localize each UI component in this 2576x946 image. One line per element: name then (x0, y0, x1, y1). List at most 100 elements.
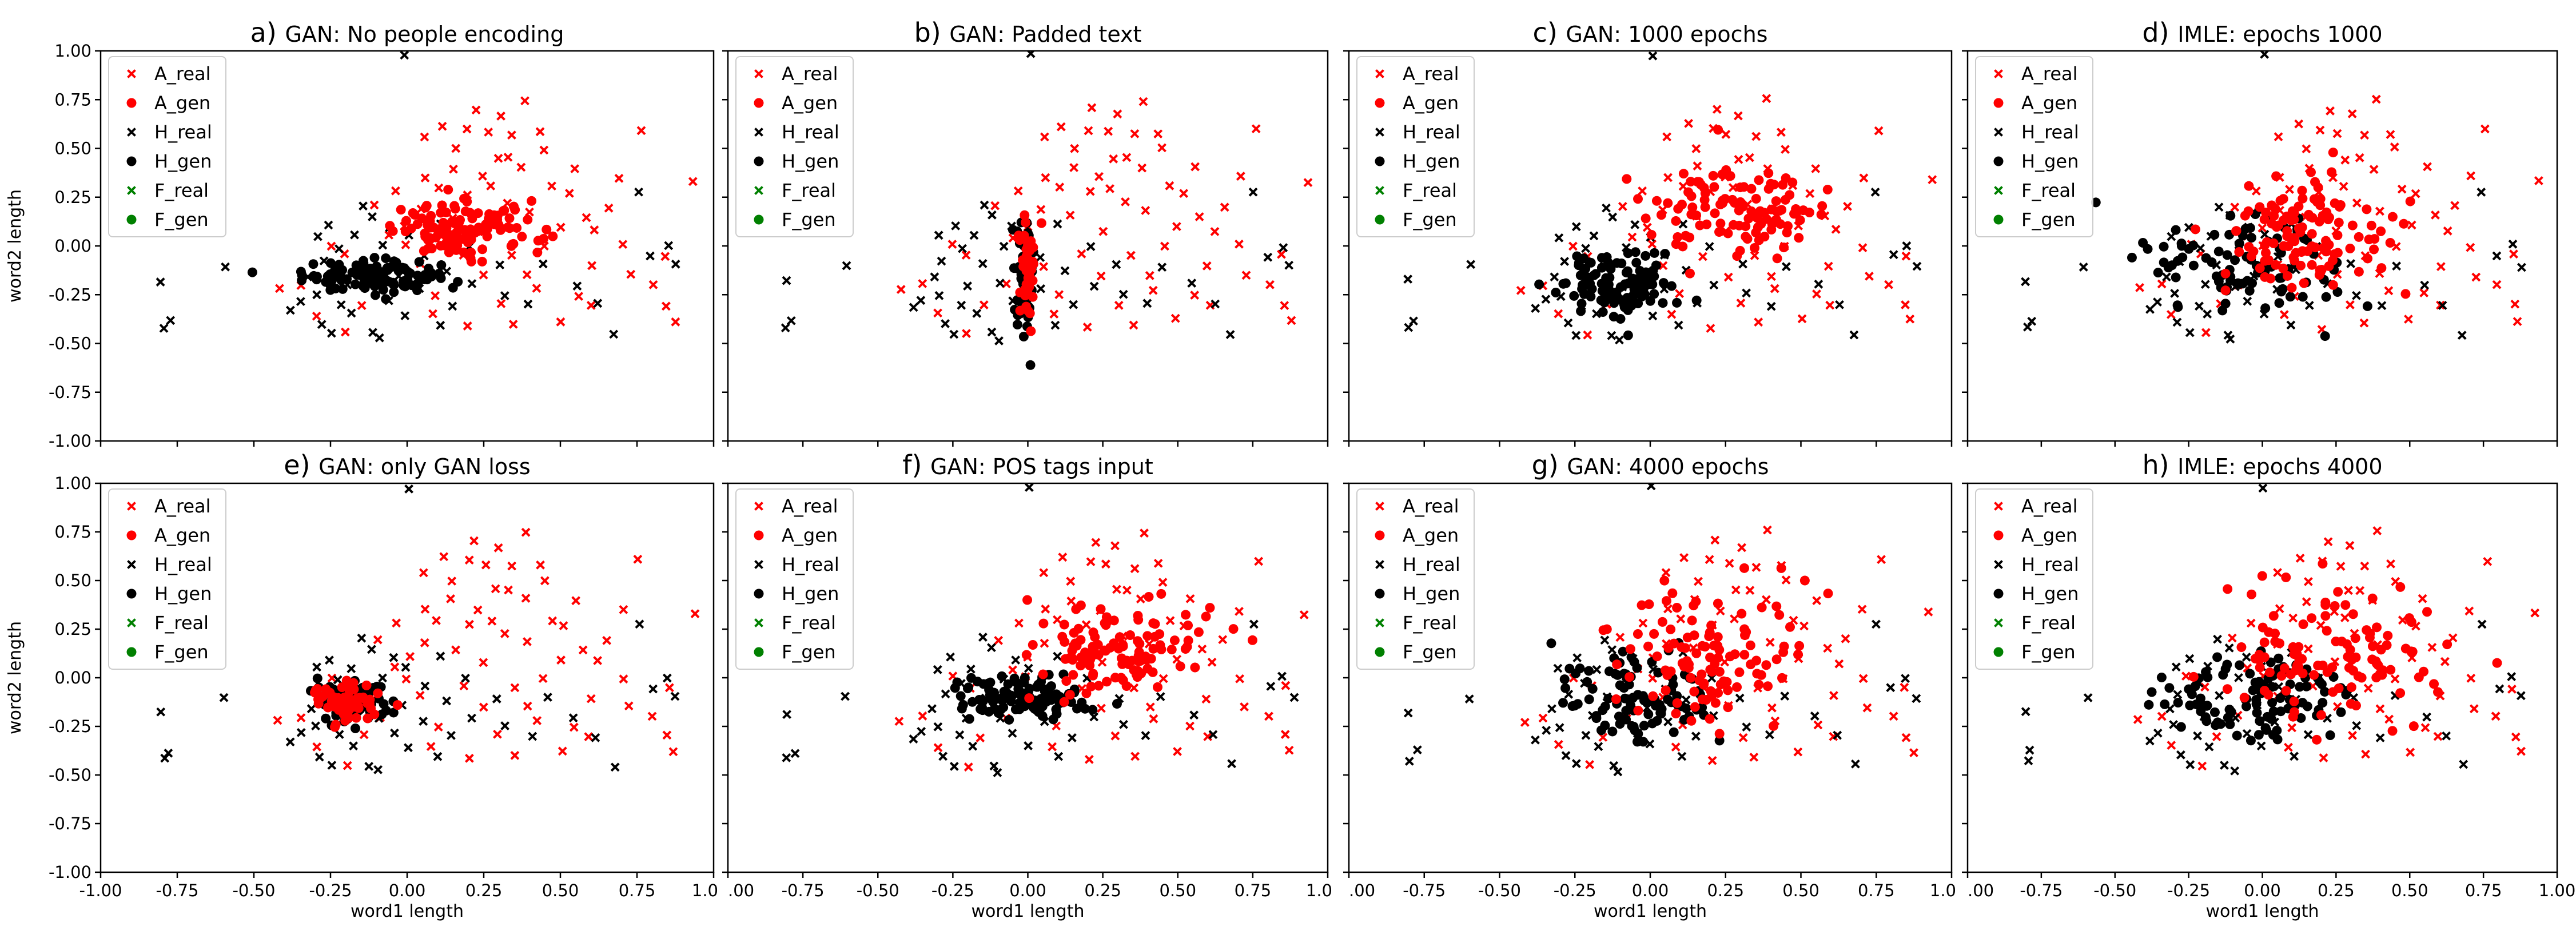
panel-f-a-gen-point-86 (1060, 637, 1070, 647)
panel-g-a-gen-point-38 (1739, 563, 1749, 573)
panel-d-a-real-point-68 (2471, 272, 2481, 282)
panel-b-a-real-point-4 (1084, 126, 1093, 136)
panel-g-a-gen-point-86 (1598, 625, 1608, 635)
panel-a-a-real-point-69 (582, 213, 591, 222)
panel-a-h-gen-point-59 (381, 253, 391, 264)
panel-c-h-gen-point-39 (1569, 291, 1579, 301)
panel-a-h-real-point-1 (166, 316, 176, 325)
panel-d-a-gen-point-32 (2220, 268, 2231, 279)
panel-h-a-gen-point-88 (2414, 672, 2424, 682)
panel-d-a-real-point-11 (2355, 153, 2364, 162)
panel-b-a-real-point-39 (1077, 249, 1086, 259)
panel-f-h-gen-point-39 (955, 691, 966, 701)
panel-e-a-real-point-15 (420, 605, 430, 614)
panel-g-a-real-point-41 (1889, 712, 1898, 721)
panel-e-h-real-point-25 (378, 673, 387, 683)
panel-a-a-real-point-11 (503, 153, 513, 162)
panel-c-a-real-point-6 (1751, 132, 1761, 141)
panel-h-legend-marker-a_gen (1993, 530, 2004, 540)
panel-g-h-real-point-34 (1886, 683, 1896, 693)
panel-b-legend-marker-f_real (754, 186, 763, 195)
panel-d-legend-label-f_real: F_real (2021, 180, 2076, 201)
panel-f-a-gen-point-103 (1114, 632, 1125, 642)
panel-g-a-gen-point-77 (1661, 685, 1671, 695)
panel-b-a-real-point-25 (1141, 206, 1150, 215)
panel-d-a-gen-point-84 (2363, 253, 2373, 264)
panel-e-a-gen-point-41 (336, 697, 347, 707)
panel-d-h-gen-point-12 (2188, 260, 2199, 271)
panel-a-legend-marker-a_gen (126, 98, 137, 108)
panel-g-h-real-point-1 (1412, 745, 1422, 754)
panel-a-a-gen-point-70 (492, 211, 502, 221)
panel-c-title-text: GAN: 1000 epochs (1566, 22, 1767, 47)
panel-h-h-real-point-18 (2290, 752, 2299, 761)
panel-d-a-gen-point-69 (2271, 171, 2282, 181)
panel-e-a-real-point-2 (493, 543, 503, 553)
panel-g-a-gen-point-82 (1691, 648, 1702, 658)
panel-d-a-real-point-16 (2369, 165, 2379, 174)
panel-e-h-real-point-7 (327, 761, 337, 770)
panel-e-a-real-point-14 (473, 605, 483, 615)
panel-f-h-gen-point-33 (1066, 697, 1076, 707)
panel-h-h-gen-point-77 (2302, 701, 2312, 712)
panel-c-a-gen-point-50 (1732, 251, 1742, 261)
panel-e-h-gen-point-55 (350, 723, 360, 733)
panel-h-a-gen-point-46 (2318, 559, 2328, 569)
panel-d-a-real-point-21 (2251, 186, 2261, 196)
panel-f-h-gen-point-99 (1020, 673, 1030, 683)
panel-h-a-gen-point-69 (2289, 707, 2299, 717)
panel-d-a-real-point-4 (2315, 125, 2325, 135)
panel-g-a-gen-point-85 (1667, 588, 1678, 598)
panel-e-a-real-point-50 (662, 730, 672, 740)
panel-c: c) GAN: 1000 epochsA_realA_genH_realH_ge… (1343, 17, 1953, 447)
panel-f-xtick-label-4: 0.00 (1009, 881, 1046, 900)
panel-d-a-gen-point-27 (2315, 200, 2326, 210)
panel-c-h-real-point-47 (1648, 51, 1658, 61)
panel-g-h-gen-point-56 (1669, 727, 1679, 737)
panel-g-h-gen-point-96 (1584, 694, 1594, 705)
panel-c-h-real-point-46 (1742, 288, 1751, 298)
panel-h-h-real-point-46 (2352, 721, 2362, 730)
panel-f-a-real-point-8 (1254, 557, 1264, 566)
panel-g-a-gen-point-108 (1756, 670, 1766, 680)
panel-h-h-gen-point-97 (2250, 677, 2260, 687)
panel-b-a-real-point-31 (1098, 226, 1108, 236)
panel-h-a-gen-point-51 (2289, 696, 2299, 706)
panel-c-a-real-point-23 (1805, 189, 1815, 198)
panel-e-a-gen-point-28 (373, 688, 383, 698)
panel-g-a-gen-point-64 (1690, 702, 1700, 712)
panel-a-a-real-point-54 (275, 284, 284, 293)
panel-c-a-gen-point-25 (1663, 198, 1673, 208)
panel-a-ytick-label-0: 1.00 (54, 41, 91, 61)
panel-f-a-real-point-47 (933, 743, 943, 753)
panel-c-a-gen-point-48 (1723, 228, 1733, 239)
panel-h-a-real-point-41 (2491, 712, 2501, 721)
panel-a-a-gen-point-119 (441, 223, 452, 233)
panel-c-a-real-point-39 (1698, 252, 1707, 261)
panel-h-a-real-point-29 (2440, 657, 2450, 666)
panel-d-h-real-point-4 (2153, 297, 2162, 307)
panel-a-a-real-point-12 (493, 153, 503, 163)
panel-h-a-gen-point-68 (2408, 721, 2419, 732)
panel-g-a-real-point-34 (1858, 674, 1868, 683)
panel-b-a-real-point-6 (1130, 129, 1140, 138)
panel-a-a-real-point-53 (508, 320, 518, 329)
panel-h-h-real-point-33 (2477, 619, 2487, 629)
panel-h-h-real-point-3 (2083, 693, 2093, 702)
panel-h-a-real-point-43 (2384, 714, 2394, 724)
panel-d-a-gen-point-107 (2266, 273, 2276, 284)
panel-f-title-text: GAN: POS tags input (930, 454, 1153, 479)
panel-b-a-real-point-63 (1165, 181, 1174, 190)
panel-e-legend-marker-f_real (127, 618, 136, 627)
panel-a-a-real-point-29 (590, 225, 599, 234)
panel-g-a-real-point-7 (1725, 558, 1734, 568)
panel-a-h-gen-point-111 (436, 273, 446, 283)
panel-d-a-gen-point-115 (2271, 222, 2282, 232)
panel-h-xtick-label-7: 0.75 (2465, 881, 2502, 900)
panel-g-a-gen-point-44 (1776, 563, 1786, 573)
panel-e-a-real-point-52 (464, 753, 474, 763)
panel-b-legend-marker-h_real (754, 128, 763, 137)
panel-c-a-real-point-44 (1736, 299, 1746, 308)
panel-a-a-gen-point-58 (523, 214, 533, 225)
panel-f-a-gen-point-102 (1156, 645, 1166, 655)
